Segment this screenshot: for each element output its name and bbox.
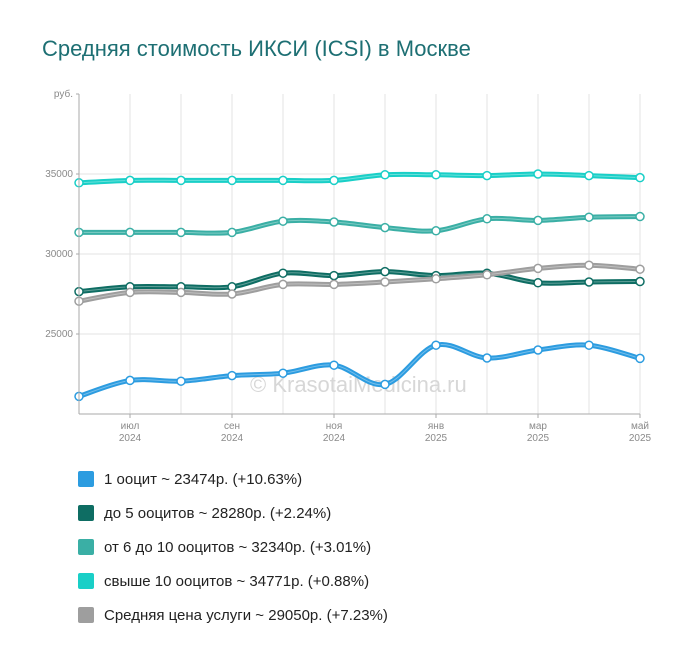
x-tick-label-year: 2024: [323, 433, 346, 444]
data-point: [635, 276, 645, 287]
data-point: [533, 345, 543, 355]
data-point: [227, 227, 237, 238]
x-tick-label-month: янв: [428, 421, 444, 432]
data-point: [380, 379, 390, 390]
series-5: [74, 260, 645, 306]
data-point: [278, 175, 288, 186]
data-point: [584, 170, 594, 181]
y-axis-label: руб.: [54, 88, 73, 100]
chart-legend: 1 ооцит ~ 23474р. (+10.63%) до 5 ооцитов …: [78, 462, 388, 632]
data-point: [125, 227, 135, 238]
data-point: [329, 175, 339, 186]
data-point: [227, 289, 237, 299]
data-point: [176, 287, 186, 298]
line-chart: © KrasotaiMedicina.ru 250003000035000руб…: [45, 88, 651, 444]
data-point: [482, 214, 492, 224]
legend-item[interactable]: Средняя цена услуги ~ 29050р. (+7.23%): [78, 598, 388, 632]
x-tick-label-month: сен: [224, 421, 240, 432]
data-point: [278, 368, 288, 378]
data-point: [125, 287, 135, 298]
data-point: [329, 279, 339, 290]
legend-swatch: [78, 539, 94, 555]
data-point: [584, 277, 594, 287]
legend-label: свыше 10 ооцитов ~ 34771р. (+0.88%): [104, 572, 370, 590]
data-point: [635, 353, 645, 364]
data-point: [635, 264, 645, 274]
data-point: [329, 360, 339, 370]
data-point: [635, 211, 645, 222]
data-point: [584, 260, 594, 270]
data-point: [278, 268, 288, 278]
data-point: [278, 216, 288, 226]
legend-item[interactable]: от 6 до 10 ооцитов ~ 32340р. (+3.01%): [78, 530, 388, 564]
data-point: [380, 266, 390, 277]
data-point: [533, 278, 543, 288]
legend-swatch: [78, 573, 94, 589]
legend-item[interactable]: 1 ооцит ~ 23474р. (+10.63%): [78, 462, 388, 496]
x-tick-label-year: 2024: [119, 433, 142, 444]
data-point: [227, 175, 237, 186]
y-tick-label: 25000: [45, 329, 73, 340]
legend-swatch: [78, 471, 94, 487]
legend-label: 1 ооцит ~ 23474р. (+10.63%): [104, 470, 303, 488]
data-point: [380, 277, 390, 287]
data-point: [278, 279, 288, 290]
legend-label: Средняя цена услуги ~ 29050р. (+7.23%): [104, 606, 388, 624]
data-point: [125, 375, 135, 386]
data-point: [431, 226, 441, 236]
series-1: [74, 340, 645, 402]
data-point: [584, 340, 594, 350]
data-point: [380, 170, 390, 180]
data-point: [533, 169, 543, 179]
axis-layer: 250003000035000руб.июл2024сен2024ноя2024…: [45, 88, 651, 444]
legend-item[interactable]: до 5 ооцитов ~ 28280р. (+2.24%): [78, 496, 388, 530]
data-point: [482, 270, 492, 280]
x-tick-label-month: мар: [529, 421, 547, 432]
data-point: [329, 217, 339, 227]
data-point: [635, 172, 645, 183]
series-3: [74, 211, 645, 238]
x-tick-label-year: 2024: [221, 433, 244, 444]
data-point: [584, 212, 594, 222]
x-tick-label-month: ноя: [326, 421, 343, 432]
data-point: [431, 340, 441, 350]
data-point: [380, 222, 390, 233]
data-point: [227, 370, 237, 381]
data-point: [176, 227, 186, 238]
data-point: [176, 376, 186, 386]
legend-swatch: [78, 607, 94, 623]
grid-layer: [78, 94, 641, 414]
legend-item[interactable]: свыше 10 ооцитов ~ 34771р. (+0.88%): [78, 564, 388, 598]
data-point: [176, 175, 186, 186]
data-point: [533, 215, 543, 226]
x-tick-label-year: 2025: [629, 433, 652, 444]
series-line: [76, 171, 643, 186]
data-point: [329, 270, 339, 281]
x-tick-label-month: июл: [121, 421, 140, 432]
data-point: [533, 263, 543, 274]
series-layer: [74, 169, 645, 402]
data-point: [482, 353, 492, 363]
legend-label: до 5 ооцитов ~ 28280р. (+2.24%): [104, 504, 332, 522]
data-point: [482, 170, 492, 181]
data-point: [125, 175, 135, 186]
data-point: [431, 170, 441, 180]
legend-label: от 6 до 10 ооцитов ~ 32340р. (+3.01%): [104, 538, 372, 556]
series-4: [74, 169, 645, 188]
x-tick-label-year: 2025: [425, 433, 448, 444]
x-tick-label-year: 2025: [527, 433, 550, 444]
chart-title: Средняя стоимость ИКСИ (ICSI) в Москве: [42, 36, 471, 61]
y-tick-label: 30000: [45, 249, 73, 260]
data-point: [431, 274, 441, 284]
legend-swatch: [78, 505, 94, 521]
y-tick-label: 35000: [45, 169, 73, 180]
x-tick-label-month: май: [631, 421, 649, 432]
